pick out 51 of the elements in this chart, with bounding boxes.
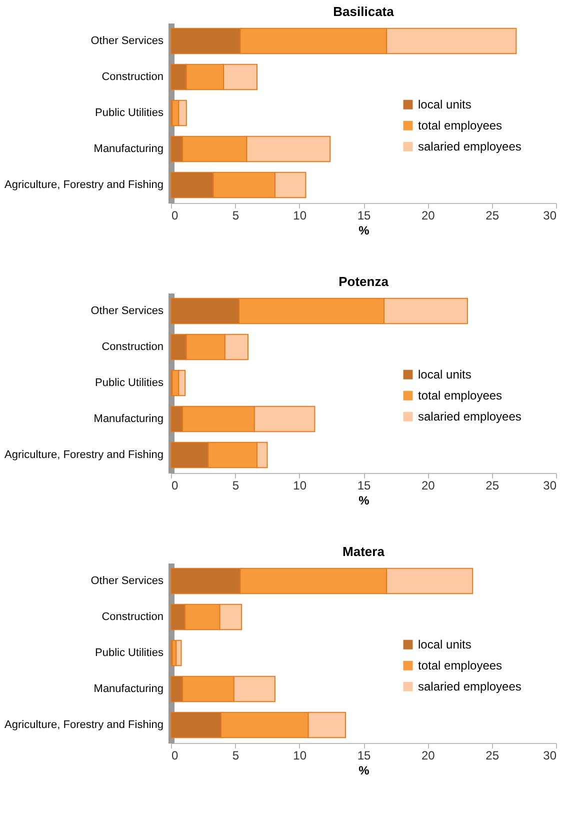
legend-label: salaried employees [418, 680, 522, 694]
x-tick-label: 10 [293, 478, 307, 492]
legend-label: salaried employees [418, 140, 522, 154]
x-tick-label: 30 [543, 748, 557, 762]
chart-title: Matera [342, 544, 386, 559]
y-tick-label: Construction [102, 71, 164, 83]
chart-title: Potenza [338, 274, 390, 289]
x-tick-label: 5 [232, 208, 240, 222]
x-tick-label: 25 [486, 208, 500, 222]
x-tick-label: 20 [421, 748, 436, 762]
legend-label: salaried employees [418, 410, 522, 424]
y-tick-label: Other Services [90, 575, 164, 587]
y-tick-label: Public Utilities [95, 107, 164, 119]
x-tick-label: 30 [543, 478, 557, 492]
y-tick-label: Agriculture, Forestry and Fishing [4, 179, 164, 191]
y-tick-label: Manufacturing [94, 683, 164, 695]
x-tick-label: 20 [421, 208, 436, 222]
x-tick-label: 15 [357, 478, 371, 492]
y-tick-label: Construction [102, 611, 164, 623]
x-axis-title: % [358, 494, 370, 508]
y-tick-label: Agriculture, Forestry and Fishing [4, 449, 164, 461]
legend-label: local units [418, 638, 472, 652]
x-tick-label: 5 [232, 748, 240, 762]
x-tick-label: 10 [293, 208, 307, 222]
legend-label: total employees [418, 658, 502, 673]
x-tick-label: 20 [421, 478, 436, 492]
legend-label: total employees [418, 388, 502, 403]
x-axis-title: % [358, 764, 370, 778]
y-tick-label: Other Services [90, 305, 164, 317]
y-tick-label: Construction [102, 341, 164, 353]
legend-label: total employees [418, 118, 502, 133]
x-tick-label: 15 [357, 208, 371, 222]
x-tick-label: 0 [172, 208, 178, 222]
y-tick-label: Public Utilities [95, 647, 164, 659]
y-tick-label: Agriculture, Forestry and Fishing [4, 719, 164, 731]
chart-title: Basilicata [333, 4, 395, 19]
x-tick-label: 5 [232, 478, 240, 492]
legend-label: local units [418, 98, 472, 112]
legend-label: local units [418, 368, 472, 382]
x-tick-label: 0 [172, 748, 178, 762]
y-tick-label: Other Services [90, 35, 164, 47]
y-tick-label: Public Utilities [95, 377, 164, 389]
x-tick-label: 10 [293, 748, 307, 762]
y-tick-label: Manufacturing [94, 413, 164, 425]
x-tick-label: 15 [357, 748, 371, 762]
x-tick-label: 30 [543, 208, 557, 222]
x-tick-label: 0 [172, 478, 178, 492]
x-tick-label: 25 [486, 478, 500, 492]
y-tick-label: Manufacturing [94, 143, 164, 155]
x-axis-title: % [358, 224, 370, 238]
x-tick-label: 25 [486, 748, 500, 762]
